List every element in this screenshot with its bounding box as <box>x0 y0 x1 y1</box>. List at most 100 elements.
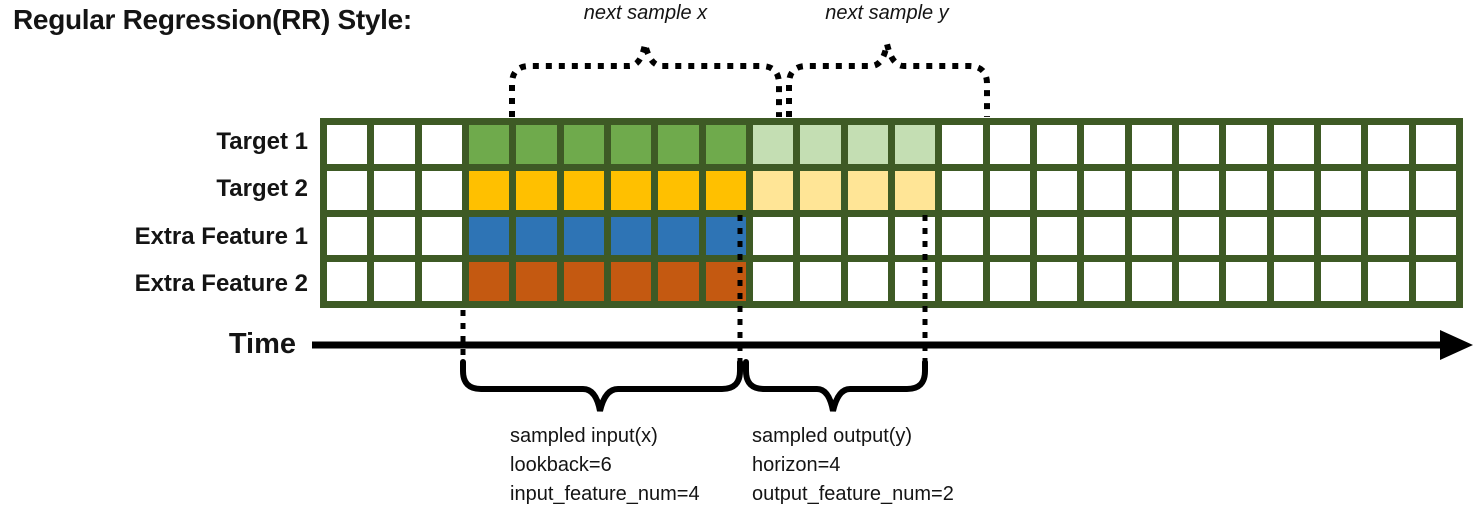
grid-cell <box>1178 216 1220 256</box>
grid-cell <box>1178 170 1220 210</box>
grid-cell <box>752 262 794 301</box>
grid-cell <box>327 262 368 301</box>
grid-cell <box>752 125 794 164</box>
grid-cell <box>989 125 1030 164</box>
grid-cell <box>1131 170 1172 210</box>
grid-cell <box>847 262 888 301</box>
grid-cell <box>1368 170 1409 210</box>
sample-grid <box>320 118 1463 308</box>
grid-cell <box>658 216 699 256</box>
grid-cell <box>421 125 462 164</box>
grid-cell <box>1415 262 1456 301</box>
grid-cell <box>516 170 557 210</box>
grid-cell <box>1131 125 1172 164</box>
grid-cell <box>1368 216 1409 256</box>
grid-cell <box>374 262 415 301</box>
grid-cell <box>516 262 557 301</box>
sampled-output-line: output_feature_num=2 <box>752 483 954 505</box>
sampled-output-brace <box>743 359 928 412</box>
grid-cell <box>327 170 368 210</box>
grid-cell <box>1226 125 1267 164</box>
row-label: Extra Feature 1 <box>134 222 308 250</box>
grid-cell <box>942 170 983 210</box>
sampled-output-note: sampled output(y) horizon=4 output_feature… <box>752 422 954 509</box>
grid-cell <box>1084 216 1125 256</box>
row-label: Target 1 <box>216 127 308 155</box>
grid-cell <box>752 216 794 256</box>
grid-cell <box>847 170 888 210</box>
grid-cell <box>1320 125 1362 164</box>
grid-cell <box>1226 262 1267 301</box>
grid-cell <box>1273 125 1314 164</box>
grid-cell <box>658 170 699 210</box>
grid-cell <box>658 125 699 164</box>
grid-cell <box>563 216 604 256</box>
grid-cell <box>1273 170 1314 210</box>
grid-cell <box>327 125 368 164</box>
sampled-input-brace <box>460 359 743 412</box>
grid-cell <box>847 125 888 164</box>
grid-cell <box>942 125 983 164</box>
grid-cell <box>800 125 841 164</box>
grid-cell <box>1084 262 1125 301</box>
grid-cell <box>1415 216 1456 256</box>
next-sample-y-brace <box>786 43 990 117</box>
grid-cell <box>516 216 557 256</box>
grid-cell <box>1226 170 1267 210</box>
grid-cell <box>421 262 462 301</box>
grid-cell <box>705 216 746 256</box>
grid-cell <box>705 125 746 164</box>
row-labels: Target 1 Target 2 Extra Feature 1 Extra Fea… <box>0 118 308 308</box>
grid-cell <box>942 216 983 256</box>
grid-cell <box>1320 216 1362 256</box>
grid-cell <box>421 216 462 256</box>
grid-cell <box>1415 125 1456 164</box>
grid-cell <box>658 262 699 301</box>
grid-cell <box>705 170 746 210</box>
grid-cell <box>1036 262 1078 301</box>
grid-cell <box>327 216 368 256</box>
row-label: Extra Feature 2 <box>134 270 308 298</box>
grid-cell <box>563 170 604 210</box>
grid-cell <box>468 170 510 210</box>
grid-cell <box>1036 170 1078 210</box>
grid-cell <box>1131 216 1172 256</box>
next-sample-x-brace <box>509 43 782 117</box>
next-sample-x-label: next sample x <box>583 2 708 24</box>
diagram-title: Regular Regression(RR) Style: <box>13 4 412 35</box>
grid-cell <box>1273 216 1314 256</box>
grid-cell <box>1178 262 1220 301</box>
grid-cell <box>1084 170 1125 210</box>
grid-cell <box>374 216 415 256</box>
grid-cell <box>468 262 510 301</box>
row-label: Target 2 <box>216 175 308 203</box>
grid-cell <box>847 216 888 256</box>
sampled-input-note: sampled input(x) lookback=6 input_feature_… <box>510 422 700 509</box>
sampled-output-line: horizon=4 <box>752 454 841 476</box>
grid-cell <box>1226 216 1267 256</box>
grid-cell <box>563 125 604 164</box>
grid-cell <box>563 262 604 301</box>
grid-cell <box>1320 262 1362 301</box>
time-axis-label: Time <box>228 328 296 360</box>
grid-cell <box>468 216 510 256</box>
grid-cell <box>516 125 557 164</box>
grid-cell <box>800 170 841 210</box>
sampled-input-line: lookback=6 <box>510 454 612 476</box>
grid-cell <box>610 125 652 164</box>
grid-cell <box>1368 125 1409 164</box>
grid-cell <box>1320 170 1362 210</box>
grid-cell <box>610 170 652 210</box>
sampled-input-line: input_feature_num=4 <box>510 483 700 505</box>
grid-cell <box>894 216 936 256</box>
grid-cell <box>705 262 746 301</box>
grid-cell <box>1415 170 1456 210</box>
time-arrowhead <box>1440 330 1473 360</box>
grid-cell <box>421 170 462 210</box>
grid-cell <box>942 262 983 301</box>
grid-cell <box>374 125 415 164</box>
grid-cell <box>1131 262 1172 301</box>
grid-cell <box>989 170 1030 210</box>
grid-cell <box>1368 262 1409 301</box>
grid-cell <box>1036 216 1078 256</box>
